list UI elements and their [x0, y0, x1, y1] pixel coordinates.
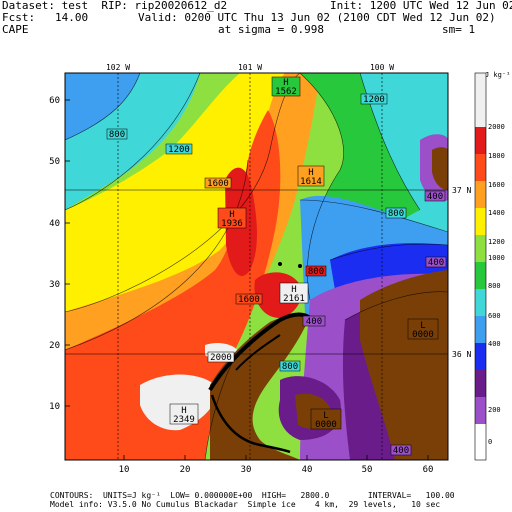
svg-text:1614: 1614 — [300, 177, 322, 187]
contour-label: 800 — [305, 265, 327, 277]
y-tick-label: 50 — [49, 157, 60, 167]
colorbar-label: 2000 — [488, 123, 505, 131]
x-tick-label: 20 — [180, 465, 191, 475]
contour-label: 400 — [390, 444, 412, 456]
svg-text:1936: 1936 — [221, 219, 243, 229]
y-tick-label: 40 — [49, 219, 60, 229]
longitude-label: 102 W — [106, 63, 130, 72]
forecast-hour: Fcst: 14.00 — [2, 11, 89, 24]
svg-text:800: 800 — [308, 267, 324, 277]
x-tick-label: 50 — [362, 465, 373, 475]
latitude-label: 36 N — [452, 350, 471, 359]
colorbar-label: 600 — [488, 312, 501, 320]
contour-labels: 800 1200 1600 1200 800 400 400 1600 2000… — [106, 93, 447, 456]
svg-text:1562: 1562 — [275, 87, 297, 97]
svg-text:800: 800 — [109, 130, 125, 140]
model-info: Model info: V3.5.0 No Cumulus Blackadar … — [50, 500, 441, 509]
latitude-label: 37 N — [452, 186, 471, 195]
y-tick-label: 20 — [49, 341, 60, 351]
svg-text:800: 800 — [388, 209, 404, 219]
contour-label: 800 — [106, 128, 128, 140]
colorbar-label: 0 — [488, 438, 492, 446]
svg-text:2161: 2161 — [283, 294, 305, 304]
svg-text:H: H — [283, 78, 288, 88]
svg-text:400: 400 — [428, 258, 444, 268]
x-tick-label: 60 — [423, 465, 434, 475]
x-tick-label: 10 — [119, 465, 130, 475]
svg-text:H: H — [181, 406, 186, 416]
svg-text:1200: 1200 — [168, 145, 190, 155]
contour-label: 2000 — [207, 351, 235, 363]
contour-label: 1600 — [235, 293, 263, 305]
svg-text:2349: 2349 — [173, 415, 195, 425]
colorbar-label: 400 — [488, 340, 501, 348]
filled-contours — [65, 73, 448, 460]
y-tick-label: 10 — [49, 402, 60, 412]
svg-text:2000: 2000 — [210, 353, 232, 363]
field-name: CAPE — [2, 23, 29, 36]
contour-label: 400 — [425, 256, 447, 268]
svg-text:1200: 1200 — [363, 95, 385, 105]
lat-lon-grid — [65, 73, 448, 460]
plot-frame — [64, 72, 449, 461]
sigma-level: at sigma = 0.998 — [218, 23, 324, 36]
svg-text:1600: 1600 — [238, 295, 260, 305]
x-tick-label: 40 — [302, 465, 313, 475]
valid-time: Valid: 0200 UTC Thu 13 Jun 02 (2100 CDT … — [138, 11, 496, 24]
init-time: Init: 1200 UTC Wed 12 Jun 02 — [330, 0, 512, 12]
x-tick-label: 30 — [241, 465, 252, 475]
svg-text:0000: 0000 — [412, 330, 434, 340]
svg-text:0000: 0000 — [315, 420, 337, 430]
colorbar-label: 800 — [488, 282, 501, 290]
colorbar-label: 1600 — [488, 181, 505, 189]
svg-text:1600: 1600 — [207, 179, 229, 189]
svg-text:400: 400 — [427, 192, 443, 202]
y-tick-label: 30 — [49, 280, 60, 290]
contour-info: CONTOURS: UNITS=J kg⁻¹ LOW= 0.000000E+00… — [50, 491, 455, 500]
contour-label: 800 — [279, 360, 301, 372]
dataset-label: Dataset: test RIP: rip20020612_d2 — [2, 0, 228, 12]
colorbar-label: 1000 — [488, 254, 505, 262]
colorbar-unit: J kg⁻¹ — [485, 71, 510, 79]
svg-text:400: 400 — [393, 446, 409, 456]
longitude-label: 100 W — [370, 63, 394, 72]
contour-label: 1600 — [204, 177, 232, 189]
svg-text:L: L — [420, 321, 425, 331]
colorbar: J kg⁻¹ 2000 1800 1600 1400 1200 1000 800… — [474, 71, 510, 461]
svg-text:L: L — [323, 411, 328, 421]
contour-label: 400 — [302, 315, 326, 327]
contour-label: 1200 — [360, 93, 388, 105]
colorbar-label: 1800 — [488, 152, 505, 160]
svg-text:400: 400 — [306, 317, 322, 327]
y-tick-label: 60 — [49, 96, 60, 106]
svg-text:800: 800 — [282, 362, 298, 372]
colorbar-label: 1400 — [488, 209, 505, 217]
longitude-label: 101 W — [238, 63, 262, 72]
contour-label: 400 — [424, 190, 446, 202]
svg-text:H: H — [229, 210, 234, 220]
colorbar-label: 1200 — [488, 238, 505, 246]
svg-text:H: H — [308, 168, 313, 178]
contour-label: 800 — [385, 207, 407, 219]
contour-label: 1200 — [165, 143, 193, 155]
smoothing-label: sm= 1 — [442, 23, 476, 36]
colorbar-label: 200 — [488, 406, 501, 414]
svg-text:H: H — [291, 285, 296, 295]
